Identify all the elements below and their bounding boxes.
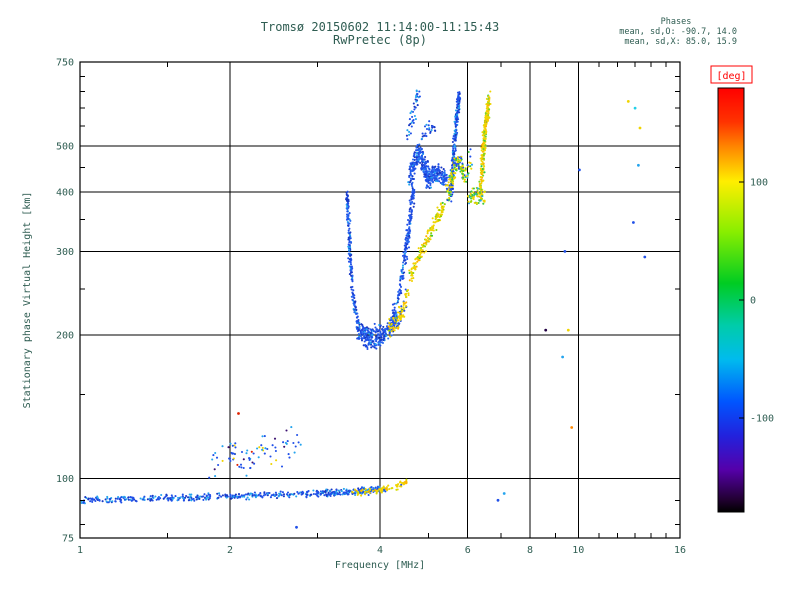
stray-point: [626, 100, 630, 103]
y-tick-label: 75: [62, 534, 74, 545]
colorbar-tick-label: 0: [750, 296, 756, 307]
deg-label-box: [710, 65, 753, 84]
phases-stats-x-mode: mean, sd,X: 85.0, 15.9: [624, 37, 737, 47]
plot-title: Tromsø 20150602 11:14:00-11:15:43: [261, 20, 499, 34]
x-tick-label: 1: [77, 545, 83, 556]
plot-subtitle: RwPretec (8p): [333, 33, 427, 47]
colorbar-tick-label: 100: [750, 178, 768, 189]
x-tick-label: 16: [674, 545, 686, 556]
phases-stats-title: Phases: [661, 17, 692, 27]
stray-point: [638, 126, 642, 130]
x-tick-label: 2: [227, 545, 233, 556]
stray-point: [561, 355, 564, 359]
x-tick-label: 4: [377, 545, 383, 556]
x-tick-label: 10: [572, 545, 584, 556]
stray-point: [295, 525, 298, 529]
stray-point: [637, 163, 640, 167]
stray-point: [237, 412, 240, 415]
stray-point: [502, 492, 506, 495]
colorbar-unit-label: [deg]: [716, 71, 746, 82]
y-tick-label: 500: [56, 141, 74, 152]
y-tick-label: 750: [56, 58, 74, 69]
phases-stats-o-mode: mean, sd,O: -90.7, 14.0: [619, 27, 737, 37]
stray-point: [570, 426, 574, 429]
stray-point: [566, 328, 570, 332]
y-tick-label: 400: [56, 187, 74, 198]
y-tick-label: 300: [56, 247, 74, 258]
stray-point: [633, 106, 637, 110]
stray-point: [578, 168, 581, 172]
stray-point: [544, 328, 548, 332]
stray-point: [496, 498, 500, 502]
stray-point: [563, 250, 567, 253]
y-axis-label: Stationary phase Virtual Height [km]: [22, 192, 33, 409]
stray-point: [643, 255, 647, 259]
y-tick-label: 100: [56, 474, 74, 485]
x-axis-label: Frequency [MHz]: [335, 560, 425, 571]
x-tick-label: 8: [527, 545, 533, 556]
stray-point: [632, 221, 635, 224]
colorbar-tick-label: -100: [750, 413, 774, 424]
gridlines-layer: [80, 62, 680, 538]
axes-layer: 1 2 4 6 8 10 16 750 500 400 300 200 100 75: [56, 58, 686, 557]
x-tick-label: 6: [465, 545, 471, 556]
scatter-points-layer: [80, 89, 647, 529]
colorbar-layer: 100 0 -100: [717, 87, 774, 513]
y-tick-label: 200: [56, 331, 74, 342]
